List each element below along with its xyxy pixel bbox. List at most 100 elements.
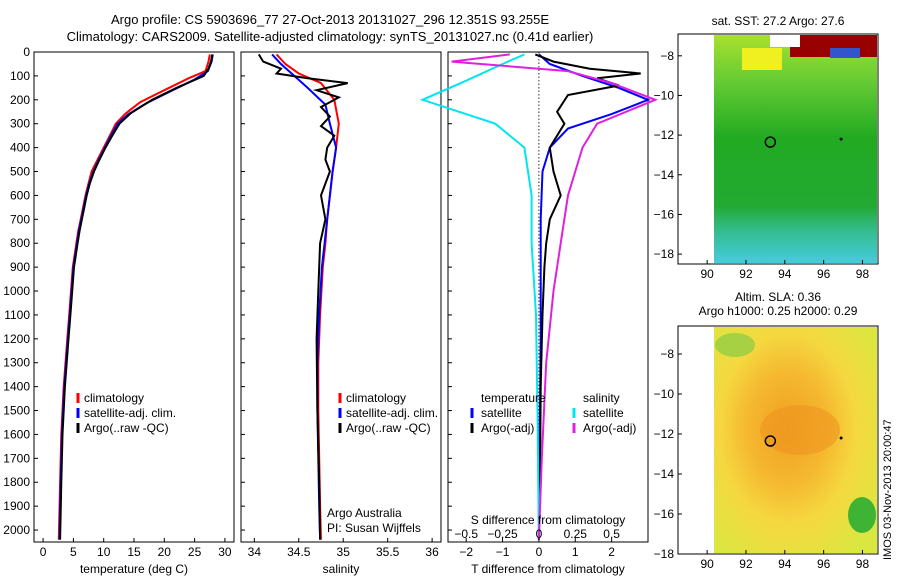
x-tick-label: 96 (817, 557, 831, 571)
y-tick-label: 1500 (3, 404, 30, 418)
y-tick-label: 1100 (4, 308, 30, 322)
plot-frame (240, 51, 442, 543)
legend-label: climatology (346, 391, 406, 405)
green-blob (715, 333, 755, 357)
x-axis-label: temperature (deg C) (80, 562, 188, 576)
x-tick-label: 2 (608, 545, 615, 559)
x-tick-label: 94 (778, 557, 792, 571)
y-tick-label: 1000 (3, 284, 30, 298)
x-tick-label: 35.5 (376, 545, 400, 559)
y-tick-label: 900 (10, 260, 30, 274)
x-tick-label: 35 (337, 545, 351, 559)
x-tick-label: 96 (817, 267, 831, 281)
y-tick-label: −18 (654, 547, 675, 561)
y-tick-label: −14 (654, 168, 675, 182)
secondary-tick-label: 0 (536, 527, 543, 541)
x-tick-label: 94 (778, 267, 792, 281)
series-line-1 (534, 53, 641, 540)
y-tick-label: −12 (654, 427, 675, 441)
x-tick-label: −1 (496, 545, 510, 559)
y-tick-label: −8 (660, 347, 674, 361)
secondary-tick-label: −0.5 (454, 527, 478, 541)
y-tick-label: −18 (654, 247, 675, 261)
legend-label: Argo(..raw -QC) (84, 421, 169, 435)
figure-title-line-2: Climatology: CARS2009. Satellite-adjuste… (66, 29, 594, 44)
legend-label: satellite (583, 406, 624, 420)
secondary-tick-label: 0.25 (564, 527, 588, 541)
y-tick-label: 2000 (3, 523, 30, 537)
y-tick-label: 800 (10, 236, 30, 250)
y-tick-label: −16 (654, 507, 675, 521)
series-line-3 (451, 53, 659, 540)
x-tick-label: 90 (700, 557, 714, 571)
x-tick-label: 25 (188, 545, 202, 559)
timestamp-stamp: IMOS 03-Nov-2013 20:00:47 (882, 419, 894, 560)
salinity-panel: 34 34.5 35 35.5 36 salinity climatologysatelli… (240, 51, 442, 576)
x-tick-label: 15 (127, 545, 141, 559)
sst-map-panel: −8 −10 −12 −14 −16 −18 90 92 94 96 98 sat. SST: 27.… (654, 14, 879, 281)
y-tick-label: −10 (654, 88, 675, 102)
y-tick-label: 1200 (3, 332, 30, 346)
y-tick-label: 1400 (3, 380, 30, 394)
x-axis-label: salinity (323, 562, 360, 576)
series-line-2 (257, 53, 348, 540)
legend-label: satellite-adj. clim. (84, 406, 176, 420)
x-tick-label: 10 (97, 545, 111, 559)
x-tick-label: 98 (856, 557, 870, 571)
plot-frame (33, 51, 235, 543)
legend-label: satellite-adj. clim. (346, 406, 438, 420)
x-tick-label: 92 (739, 267, 753, 281)
series-line-2 (419, 53, 540, 540)
map-title: sat. SST: 27.2 Argo: 27.6 (712, 14, 845, 28)
annotation-text: PI: Susan Wijffels (327, 521, 421, 535)
difference-panel: −2 −1 0 1 2 T difference from climatology temp… (419, 51, 659, 576)
y-tick-label: −16 (654, 207, 675, 221)
y-tick-label: 1300 (3, 356, 30, 370)
x-tick-label: 34 (248, 545, 262, 559)
legend-header: temperature (481, 391, 546, 405)
map-title: Altim. SLA: 0.36 (735, 290, 821, 304)
argo-position-marker (764, 136, 777, 148)
legend-label: satellite (481, 406, 522, 420)
y-tick-label: 1900 (3, 499, 30, 513)
annotation-text: Argo Australia (327, 506, 402, 520)
x-tick-label: 0 (40, 545, 47, 559)
x-tick-label: 36 (425, 545, 439, 559)
x-tick-label: 98 (856, 267, 870, 281)
cloud-patch (770, 35, 800, 47)
secondary-tick-label: 0.5 (603, 527, 620, 541)
x-tick-label: −2 (459, 545, 473, 559)
y-tick-label: −14 (654, 467, 675, 481)
x-tick-label: 20 (158, 545, 172, 559)
x-tick-label: 34.5 (287, 545, 311, 559)
y-tick-label: −8 (660, 49, 674, 63)
y-tick-label: 1600 (3, 427, 30, 441)
temperature-panel: 0100200300400500600700800900100011001200… (3, 45, 235, 576)
figure-title-line-1: Argo profile: CS 5903696_77 27-Oct-2013 … (110, 12, 549, 27)
argo-position-marker (764, 435, 777, 447)
y-tick-label: −10 (654, 387, 675, 401)
series-line-2 (59, 54, 214, 540)
y-tick-label: 700 (10, 212, 30, 226)
y-tick-label: 300 (10, 117, 30, 131)
secondary-axis-label: S difference from climatology (471, 513, 626, 527)
yellow-patch (742, 48, 782, 70)
x-tick-label: 90 (700, 267, 714, 281)
island-marker (839, 137, 843, 141)
legend-label: Argo(-adj) (481, 421, 534, 435)
x-tick-label: 30 (218, 545, 232, 559)
plot-frame (447, 51, 649, 543)
y-tick-label: 400 (10, 141, 30, 155)
orange-core (760, 405, 840, 455)
legend-header: salinity (583, 391, 620, 405)
map-field (714, 35, 877, 263)
x-tick-label: 1 (572, 545, 579, 559)
map-title: Argo h1000: 0.25 h2000: 0.29 (699, 304, 858, 318)
y-tick-label: 1700 (3, 451, 30, 465)
x-tick-label: 92 (739, 557, 753, 571)
y-tick-label: 500 (10, 165, 30, 179)
y-tick-label: 100 (10, 69, 30, 83)
y-tick-label: 1800 (3, 475, 30, 489)
legend-label: climatology (84, 391, 144, 405)
